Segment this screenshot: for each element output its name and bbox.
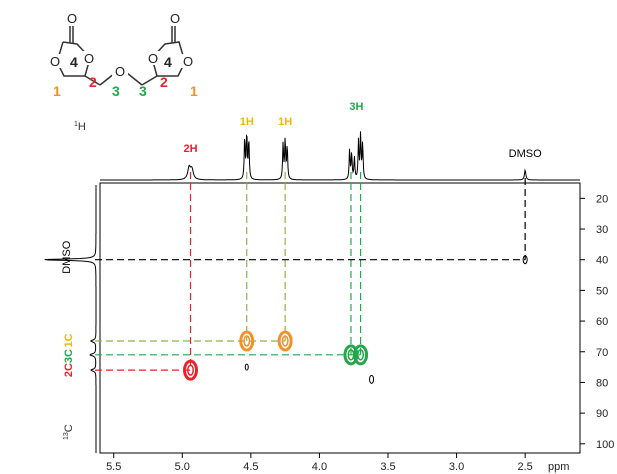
atom-o: O — [50, 54, 60, 69]
cross-peak-C1-H1a — [239, 330, 255, 352]
cross-peak-minor-2 — [369, 374, 375, 384]
atom-o: O — [115, 64, 125, 79]
atom-o: O — [183, 54, 193, 69]
cross-peak-contour-inner — [187, 364, 194, 376]
position-label-3: 3 — [139, 83, 147, 99]
carbon-label-2c3c: 2C3C — [63, 349, 75, 377]
f1-axis-label-mass: 13 — [63, 432, 70, 440]
f1-axis-label-element: C — [63, 424, 75, 432]
proton-peak-label: DMSO — [509, 148, 542, 160]
x-tick-label: 2.5 — [517, 461, 532, 473]
plot-frame — [99, 182, 581, 454]
cross-peak-contour — [343, 344, 359, 366]
f2-axis-label-element: H — [78, 121, 86, 133]
position-label-1: 1 — [190, 83, 198, 99]
cross-peak-contour — [244, 363, 249, 371]
carbon-label-1c: 1C — [63, 333, 75, 347]
x-tick-label: 5.5 — [106, 461, 121, 473]
proton-peak-labels: 2H 1H 1H 3H DMSO — [183, 101, 542, 160]
x-axis-unit: ppm — [548, 461, 569, 473]
cross-peak-C3-H3b — [353, 344, 369, 366]
position-labels: 1 2 3 3 2 1 — [53, 74, 198, 99]
carbon-label-2c: 2C — [63, 363, 75, 377]
carbon-label-dmso: DMSO — [61, 240, 73, 273]
y-tick-label: 60 — [596, 316, 608, 328]
x-tick-label: 4.5 — [243, 461, 258, 473]
cross-peak-C1-H1b — [277, 330, 293, 352]
cross-peak-C2-H2 — [183, 359, 199, 381]
y-tick-label: 100 — [596, 439, 614, 451]
y-axis: 20 30 40 50 60 70 80 90 100 — [580, 193, 614, 451]
cross-peak-contour-inner — [243, 335, 251, 347]
atom-o: O — [148, 51, 158, 66]
cross-peak-contour — [369, 374, 375, 384]
cross-peak-contour — [353, 344, 369, 366]
x-tick-label: 4.0 — [312, 461, 327, 473]
proton-peak-label: 3H — [349, 101, 363, 113]
x-axis: 5.5 5.0 4.5 4.0 3.5 3.0 2.5 — [106, 453, 533, 473]
cross-peak-contour — [239, 330, 255, 352]
y-tick-label: 20 — [596, 193, 608, 205]
y-tick-label: 90 — [596, 408, 608, 420]
x-tick-label: 3.0 — [449, 461, 464, 473]
f2-axis-label-mass: 1 — [74, 121, 78, 128]
cross-peak-contour — [277, 330, 293, 352]
cross-peak-contour-inner — [357, 349, 365, 361]
proton-peak-label: 2H — [183, 143, 197, 155]
y-tick-label: 30 — [596, 224, 608, 236]
atom-o: O — [67, 11, 77, 26]
cross-peak-contour — [183, 359, 199, 381]
correlation-lines — [95, 172, 526, 371]
cross-peak-contour-inner — [281, 335, 289, 347]
carbon-peak-labels: DMSO 1C 2C3C — [61, 240, 75, 377]
f1-axis-label: 13C — [63, 424, 75, 440]
y-tick-label: 80 — [596, 377, 608, 389]
position-label-2: 2 — [89, 74, 97, 90]
carbonyl-label: 4 — [70, 54, 78, 70]
carbonyl-label: 4 — [164, 54, 172, 70]
cross-peak-DMSO — [522, 255, 528, 265]
y-tick-label: 50 — [596, 285, 608, 297]
cross-peak-minor-1 — [244, 363, 249, 371]
atom-o: O — [170, 11, 180, 26]
carbon-label-3c: 3C — [63, 349, 75, 363]
right-o-bond — [126, 72, 143, 86]
right-ch2-bond — [141, 75, 158, 86]
left-ch2-bond — [84, 75, 101, 86]
position-label-2: 2 — [160, 74, 168, 90]
cross-peaks — [183, 255, 528, 384]
position-label-3: 3 — [112, 83, 120, 99]
proton-projection-trace — [100, 131, 580, 181]
carbon-projection-trace — [44, 185, 97, 453]
y-tick-label: 70 — [596, 347, 608, 359]
proton-peak-label: 1H — [240, 116, 254, 128]
molecule-atoms: O O O 4 O O O O 4 — [48, 10, 195, 79]
f2-axis-label: 1H — [74, 121, 86, 133]
cross-peak-contour — [522, 255, 528, 265]
y-tick-label: 40 — [596, 255, 608, 267]
position-label-1: 1 — [53, 83, 61, 99]
proton-peak-label: 1H — [278, 116, 292, 128]
x-tick-label: 3.5 — [380, 461, 395, 473]
x-tick-label: 5.0 — [175, 461, 190, 473]
atom-o: O — [84, 51, 94, 66]
